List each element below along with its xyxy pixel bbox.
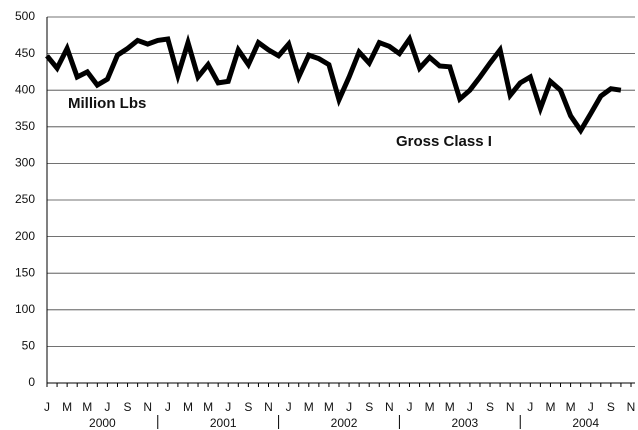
- x-tick-label: N: [264, 400, 273, 414]
- x-tick-label: N: [506, 400, 515, 414]
- x-tick-label: J: [286, 400, 292, 414]
- y-tick-label: 100: [15, 302, 35, 316]
- y-tick-label: 250: [15, 192, 35, 206]
- x-tick-label: S: [607, 400, 615, 414]
- x-tick-label: M: [183, 400, 193, 414]
- x-tick-label: M: [545, 400, 555, 414]
- x-tick-label: N: [385, 400, 394, 414]
- series-annotation: Gross Class I: [396, 133, 492, 150]
- x-tick-label: M: [62, 400, 72, 414]
- y-tick-label: 300: [15, 156, 35, 170]
- data-line: [45, 33, 622, 136]
- y-tick-label: 200: [15, 229, 35, 243]
- y-tick-label: 400: [15, 82, 35, 96]
- x-tick-label: J: [467, 400, 473, 414]
- x-tick-label: M: [566, 400, 576, 414]
- x-tick-label: J: [588, 400, 594, 414]
- year-label: 2002: [331, 416, 358, 430]
- x-tick-label: J: [406, 400, 412, 414]
- x-tick-label: S: [365, 400, 373, 414]
- x-tick-label: S: [124, 400, 132, 414]
- x-tick-label: M: [203, 400, 213, 414]
- year-label: 2004: [572, 416, 599, 430]
- x-tick-label: S: [486, 400, 494, 414]
- x-tick-label: N: [143, 400, 152, 414]
- x-tick-label: J: [225, 400, 231, 414]
- x-tick-label: M: [324, 400, 334, 414]
- x-tick-label: S: [244, 400, 252, 414]
- y-tick-label: 50: [22, 339, 36, 353]
- year-label: 2001: [210, 416, 237, 430]
- x-tick-label: M: [304, 400, 314, 414]
- y-tick-label: 450: [15, 46, 35, 60]
- year-label: 2000: [89, 416, 116, 430]
- y-tick-label: 0: [28, 375, 35, 389]
- x-tick-label: J: [44, 400, 50, 414]
- x-tick-label: M: [82, 400, 92, 414]
- y-unit-annotation: Million Lbs: [68, 95, 146, 112]
- x-tick-label: J: [346, 400, 352, 414]
- x-tick-label: N: [627, 400, 636, 414]
- year-label: 2003: [452, 416, 479, 430]
- x-tick-label: J: [104, 400, 110, 414]
- y-tick-label: 150: [15, 265, 35, 279]
- x-tick-label: J: [527, 400, 533, 414]
- x-tick-label: M: [425, 400, 435, 414]
- y-tick-label: 350: [15, 119, 35, 133]
- x-tick-label: M: [445, 400, 455, 414]
- y-tick-label: 500: [15, 9, 35, 23]
- x-tick-label: J: [165, 400, 171, 414]
